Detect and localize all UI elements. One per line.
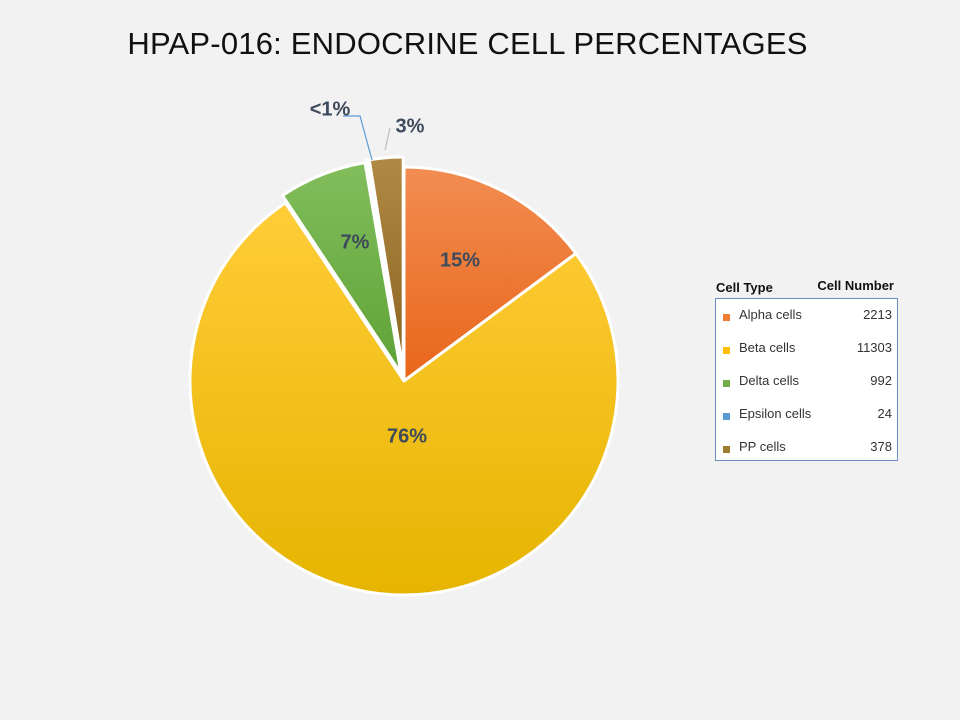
legend-value: 11303 xyxy=(856,340,892,355)
leader-line-pp xyxy=(384,127,391,151)
legend-swatch-alpha xyxy=(723,314,730,321)
legend-value: 2213 xyxy=(863,307,892,322)
legend-label: PP cells xyxy=(739,439,786,454)
legend-value: 992 xyxy=(870,373,892,388)
legend-item-beta-cells: Beta cells 11303 xyxy=(716,339,897,372)
chart-title: HPAP-016: ENDOCRINE CELL PERCENTAGES xyxy=(127,26,808,61)
legend-label: Epsilon cells xyxy=(739,406,812,421)
legend-swatch-pp xyxy=(723,446,730,453)
legend-swatch-epsilon xyxy=(723,413,730,420)
data-label-pp: 3% xyxy=(396,115,425,137)
data-label-delta: 7% xyxy=(341,231,370,253)
legend-label: Delta cells xyxy=(739,373,799,388)
legend-header-cell-number: Cell Number xyxy=(817,278,894,293)
pie-slice-delta xyxy=(280,161,403,376)
legend-value: 24 xyxy=(877,406,892,421)
legend-label: Beta cells xyxy=(739,340,796,355)
legend-item-epsilon-cells: Epsilon cells 24 xyxy=(716,405,897,438)
pie-slice-pp xyxy=(367,155,405,373)
data-label-beta: 76% xyxy=(387,425,427,447)
legend-swatch-beta xyxy=(723,347,730,354)
legend-label: Alpha cells xyxy=(739,307,802,322)
legend-item-delta-cells: Delta cells 992 xyxy=(716,372,897,405)
legend-value: 378 xyxy=(870,439,892,454)
data-label-alpha: 15% xyxy=(440,249,480,271)
legend-item-alpha-cells: Alpha cells 2213 xyxy=(716,306,897,339)
legend-item-pp-cells: PP cells 378 xyxy=(716,438,897,471)
data-label-epsilon: <1% xyxy=(310,98,351,120)
pie-slice-beta xyxy=(188,201,620,597)
legend-swatch-delta xyxy=(723,380,730,387)
leader-line-epsilon xyxy=(343,115,373,161)
pie-slice-alpha xyxy=(402,165,578,383)
legend: Alpha cells 2213 Beta cells 11303 Delta … xyxy=(715,298,898,461)
legend-header-cell-type: Cell Type xyxy=(716,280,773,295)
